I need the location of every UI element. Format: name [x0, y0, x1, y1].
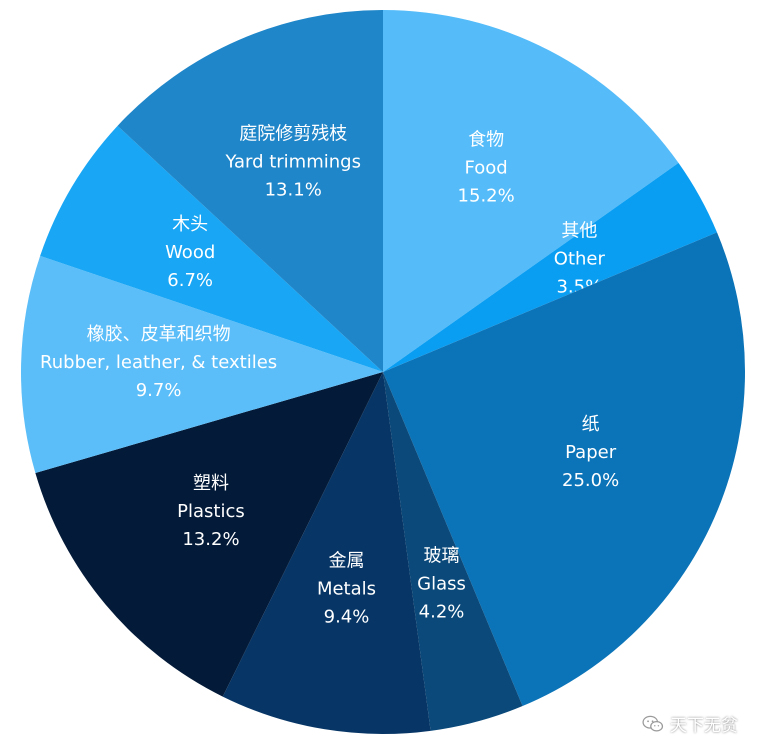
pie-label-rubber-leather-textiles: 橡胶、皮革和织物 Rubber, leather, & textiles 9.7%: [40, 324, 277, 401]
wechat-icon: [642, 715, 664, 732]
pie-label-wood: 木头 Wood 6.7%: [165, 214, 215, 291]
pie-label-glass: 玻璃 Glass 4.2%: [417, 546, 466, 623]
pie-label-metals: 金属 Metals 9.4%: [317, 550, 376, 627]
pie-slice-paper: [383, 232, 745, 707]
pie-slice-metals: [222, 372, 431, 734]
pie-slice-plastics: [35, 372, 383, 697]
pie-slice-wood: [40, 125, 383, 373]
watermark-text: 天下无贫: [670, 716, 738, 736]
pie-slice-glass: [383, 372, 523, 731]
pie-label-yard-trimmings: 庭院修剪残枝 Yard trimmings 13.1%: [224, 123, 361, 200]
watermark: 天下无贫: [642, 711, 738, 736]
pie-slice-other: [383, 162, 718, 372]
pie-slice-yard-trimmings: [117, 9, 384, 372]
pie-slice-rubber-leather-textiles: [21, 255, 384, 473]
pie-label-paper: 纸 Paper 25.0%: [562, 414, 619, 491]
pie-label-plastics: 塑料 Plastics 13.2%: [177, 473, 245, 550]
pie-label-food: 食物 Food 15.2%: [458, 130, 515, 207]
pie-slice-food: [383, 10, 679, 372]
